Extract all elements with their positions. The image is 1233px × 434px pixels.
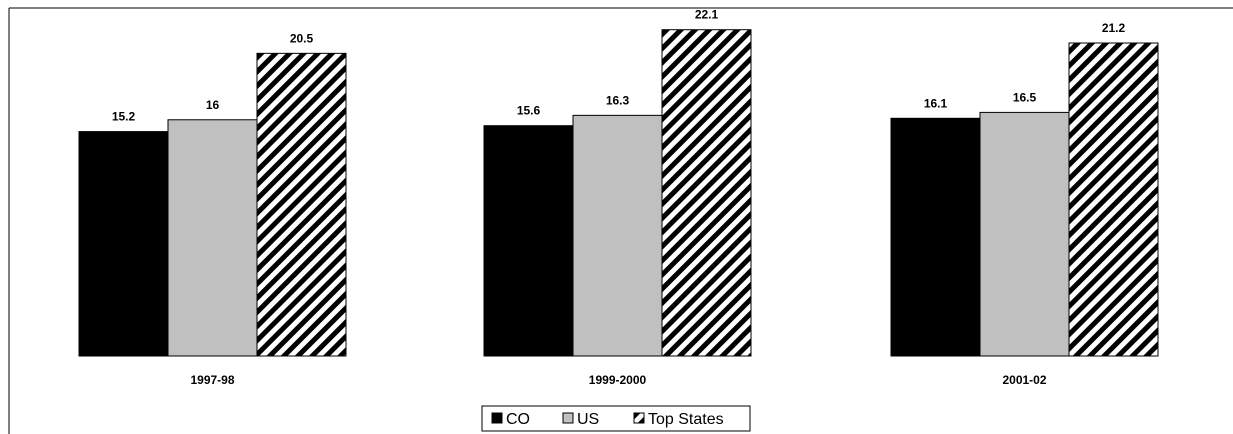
data-label-top-states-1999-2000: 22.1 — [695, 8, 719, 22]
x-tick-label-1999-2000: 1999-2000 — [589, 373, 647, 387]
bar-co-1997-98 — [79, 132, 168, 356]
bar-us-1999-2000 — [573, 115, 662, 356]
x-tick-label-2001-02: 2001-02 — [1002, 373, 1046, 387]
data-label-us-1997-98: 16 — [206, 98, 220, 112]
x-tick-label-1997-98: 1997-98 — [190, 373, 234, 387]
data-label-co-1999-2000: 15.6 — [517, 104, 541, 118]
bar-top-states-2001-02 — [1069, 43, 1158, 356]
legend: CO US Top States — [482, 406, 750, 431]
bar-co-2001-02 — [891, 118, 980, 356]
data-label-co-2001-02: 16.1 — [924, 96, 948, 110]
data-label-top-states-1997-98: 20.5 — [290, 31, 314, 45]
bar-co-1999-2000 — [484, 126, 573, 356]
data-label-us-1999-2000: 16.3 — [606, 93, 630, 107]
data-label-co-1997-98: 15.2 — [112, 110, 136, 124]
bar-us-1997-98 — [168, 120, 257, 356]
data-label-us-2001-02: 16.5 — [1013, 90, 1037, 104]
legend-swatch-co — [492, 413, 502, 423]
legend-swatch-top-states — [634, 413, 644, 423]
legend-label-us: US — [577, 411, 599, 428]
bar-us-2001-02 — [980, 112, 1069, 356]
plot-area: 15.2 16 20.5 1997-98 15.6 16.3 22.1 1999-2000 16… — [79, 8, 1158, 387]
bar-top-states-1997-98 — [257, 53, 346, 356]
legend-swatch-us — [563, 413, 573, 423]
bar-top-states-1999-2000 — [662, 30, 751, 356]
legend-label-co: CO — [506, 411, 530, 428]
data-label-top-states-2001-02: 21.2 — [1102, 21, 1126, 35]
legend-label-top-states: Top States — [648, 411, 724, 428]
